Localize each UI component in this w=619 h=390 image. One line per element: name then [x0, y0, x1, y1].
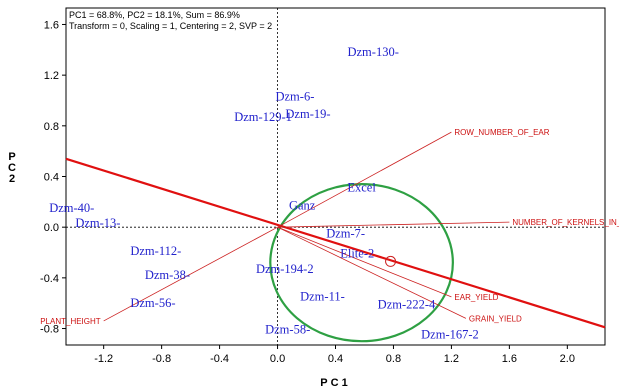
trait-vector: [103, 226, 278, 322]
x-tick-label: -0.8: [152, 353, 171, 365]
trait-vector: [277, 131, 452, 228]
trait-label: EAR_YIELD: [454, 293, 498, 302]
trait-label: ROW_NUMBER_OF_EAR: [454, 128, 549, 137]
genotype-label: Dzm-40-: [49, 201, 94, 215]
genotype-label: Elite-2: [340, 247, 374, 261]
aec-line: [65, 157, 606, 329]
y-tick-label: -0.8: [40, 324, 59, 336]
trait-label: GRAIN_YIELD: [469, 314, 522, 323]
y-tick-label: 0.8: [44, 121, 59, 133]
genotype-label: Dzm-130-: [347, 45, 398, 59]
x-tick-label: 0.0: [270, 353, 285, 365]
trait-label: NUMBER_OF_KERNELS_IN_ROW: [512, 218, 619, 227]
x-tick-label: -0.4: [210, 353, 229, 365]
genotype-label: Dzm-7-: [326, 226, 365, 240]
green-circle: [269, 183, 454, 343]
y-tick-label: 0.0: [44, 222, 59, 234]
genotype-label: Dzm-6-: [275, 89, 314, 103]
x-tick-label: 0.4: [328, 353, 343, 365]
genotype-label: Dzm-56-: [130, 296, 175, 310]
x-tick-label: 1.6: [502, 353, 517, 365]
y-tick-label: 1.6: [44, 19, 59, 31]
trait-vector: [277, 221, 510, 228]
genotype-label: Dzm-19-: [285, 107, 330, 121]
x-tick-label: 2.0: [560, 353, 575, 365]
genotype-label: Dzm-11-: [300, 290, 345, 304]
x-tick-label: 0.8: [386, 353, 401, 365]
genotype-label: Dzm-167-2: [421, 328, 479, 342]
trait-label: PLANT_HEIGHT: [40, 317, 101, 326]
genotype-label: Dzm-13-: [75, 216, 120, 230]
genotype-label: Excel: [347, 181, 376, 195]
y-tick-label: 0.4: [44, 172, 59, 184]
biplot-info-line: PC1 = 68.8%, PC2 = 18.1%, Sum = 86.9%: [69, 10, 240, 20]
biplot-info-line: Transform = 0, Scaling = 1, Centering = …: [69, 21, 272, 31]
genotype-label: Dzm-38-: [145, 268, 190, 282]
genotype-label: Dzm-222-4: [378, 297, 436, 311]
x-tick-label: -1.2: [94, 353, 113, 365]
trait-vector: [277, 226, 452, 298]
y-tick-label: 1.2: [44, 70, 59, 82]
y-tick-label: -0.4: [40, 273, 59, 285]
x-tick-label: 1.2: [444, 353, 459, 365]
genotype-label: Dzm-58-: [265, 323, 310, 337]
x-axis-title: PC1: [320, 377, 350, 389]
trait-vector: [277, 226, 467, 319]
genotype-label: Ganz: [289, 198, 316, 212]
genotype-label: Dzm-112-: [130, 244, 181, 258]
genotype-label: Dzm-129-1: [234, 110, 292, 124]
genotype-label: Dzm-194-2: [256, 262, 314, 276]
ideal-marker: [385, 255, 397, 267]
